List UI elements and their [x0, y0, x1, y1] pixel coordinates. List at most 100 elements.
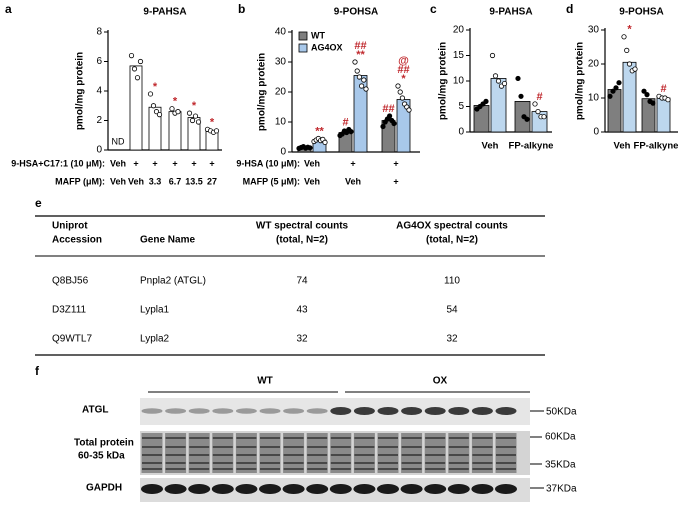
y-tick-label: 4	[96, 86, 102, 97]
x-tick-label: +	[209, 158, 214, 168]
size-label: 50KDa	[546, 407, 577, 418]
x-tick-label: Veh	[110, 176, 126, 186]
x-tick-label: Veh	[128, 176, 144, 186]
band	[235, 484, 258, 494]
table-cell: Lypla2	[140, 334, 170, 345]
data-point	[128, 52, 135, 59]
band	[353, 484, 376, 494]
band	[377, 407, 399, 415]
data-point	[175, 109, 181, 115]
y-tick-label: 0	[96, 145, 102, 156]
data-point	[535, 109, 541, 115]
significance-marker: *	[210, 116, 215, 128]
table-cell: 32	[446, 334, 458, 345]
lane	[471, 433, 493, 473]
row-label: 9-HSA (10 μM):	[236, 158, 300, 168]
table-cell: 43	[296, 305, 308, 316]
band	[283, 408, 305, 414]
data-point	[610, 88, 616, 94]
legend-swatch	[298, 43, 308, 53]
size-label: 35KDa	[545, 460, 576, 471]
y-axis-label: pmol/mg protein	[257, 53, 268, 131]
x-tick-label: Veh	[345, 176, 361, 186]
panel-label: a	[5, 2, 12, 16]
data-point	[621, 34, 627, 40]
x-tick-label: +	[393, 176, 398, 186]
table-header: Uniprot	[52, 221, 88, 232]
y-tick-label: 6	[96, 56, 102, 67]
data-point	[363, 86, 369, 92]
lane	[259, 433, 281, 473]
group-label: WT	[257, 376, 273, 387]
significance-marker: *	[153, 81, 158, 93]
group-label: OX	[433, 376, 448, 387]
value-label: ND	[112, 136, 125, 146]
x-tick-label: +	[350, 158, 355, 168]
data-point	[358, 83, 365, 89]
y-tick-label: 5	[458, 101, 464, 112]
panel-label: f	[35, 364, 40, 378]
table-header: AG4OX spectral counts	[396, 221, 508, 232]
data-point	[156, 112, 163, 118]
data-point	[361, 77, 367, 83]
significance-marker: **	[315, 125, 324, 137]
x-tick-label: Veh	[110, 158, 126, 168]
band	[259, 408, 281, 414]
x-tick-label: +	[393, 158, 398, 168]
panel-label: e	[35, 196, 42, 210]
band	[400, 484, 423, 494]
blot-row-label: Total protein	[74, 438, 134, 449]
data-point	[348, 129, 354, 135]
band	[495, 484, 517, 494]
x-tick-label: Veh	[482, 141, 499, 152]
data-point	[186, 110, 193, 116]
x-tick-label: 27	[207, 176, 217, 186]
lane	[353, 433, 375, 473]
data-point	[354, 68, 360, 74]
data-point	[616, 80, 622, 86]
table-header: WT spectral counts	[256, 221, 349, 232]
data-point	[406, 107, 412, 113]
lane	[495, 433, 517, 473]
legend-label: AG4OX	[311, 42, 343, 52]
lane	[448, 433, 470, 473]
band	[235, 408, 257, 414]
y-tick-label: 15	[453, 50, 465, 61]
significance-marker: #	[342, 116, 348, 128]
data-point	[195, 119, 202, 125]
table-cell: Q9WTL7	[52, 334, 92, 345]
band	[353, 407, 375, 415]
band	[164, 484, 187, 494]
y-axis-label: pmol/mg protein	[438, 42, 449, 120]
band	[141, 484, 163, 494]
band	[259, 484, 281, 494]
x-tick-label: 3.3	[149, 176, 162, 186]
data-point	[192, 113, 199, 119]
data-point	[495, 78, 502, 84]
band	[377, 484, 399, 494]
x-tick-label: +	[191, 158, 196, 168]
table-cell: D3Z111	[52, 305, 87, 316]
data-point	[391, 120, 397, 127]
band	[471, 484, 494, 494]
blot-row-label: GAPDH	[86, 483, 122, 494]
table-cell: 54	[446, 305, 458, 316]
size-label: 60KDa	[545, 432, 576, 443]
table: Uniprot Accession Gene Name WT spectral cou…	[52, 221, 508, 345]
chart-title: 9-PAHSA	[489, 7, 532, 18]
bar	[656, 97, 671, 133]
y-tick-label: 30	[588, 25, 600, 36]
table-cell: 110	[444, 276, 460, 287]
data-point	[380, 123, 386, 130]
significance-marker: *	[627, 24, 632, 36]
lane	[283, 433, 305, 473]
x-tick-label: Veh	[304, 176, 320, 186]
y-tick-label: 8	[96, 27, 102, 38]
y-tick-label: 0	[593, 127, 599, 138]
significance-marker: #	[536, 91, 542, 103]
panel-label: c	[430, 2, 437, 16]
lane	[165, 433, 187, 473]
x-tick-label: 13.5	[185, 176, 203, 186]
y-tick-label: 0	[280, 147, 286, 158]
